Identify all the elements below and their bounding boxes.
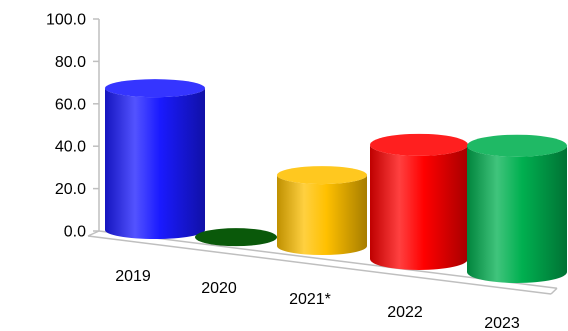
x-axis-ticks: 2019 2020 2021* 2022 2023 [115, 268, 520, 331]
bar-top [195, 228, 277, 247]
y-tick-label: 60.0 [55, 96, 86, 113]
bar-body [370, 144, 468, 270]
y-axis-ticks: 0.0 20.0 40.0 60.0 80.0 100.0 [46, 12, 99, 241]
x-tick-label: 2023 [484, 315, 520, 331]
bar-2019 [105, 79, 205, 239]
floor-right-edge [550, 287, 558, 295]
bar-top [370, 133, 468, 156]
bar-body [467, 145, 567, 283]
y-tick-label: 0.0 [64, 224, 86, 241]
bar-body [105, 88, 205, 239]
y-tick-label: 80.0 [55, 54, 86, 71]
x-tick-label: 2020 [201, 280, 237, 297]
x-tick-label: 2019 [115, 268, 151, 285]
floor-front-edge [87, 235, 552, 295]
x-tick-label: 2022 [387, 304, 423, 321]
bar-2022 [370, 133, 468, 270]
bar-top [277, 166, 367, 185]
y-tick-label: 20.0 [55, 181, 86, 198]
x-tick-label: 2021* [289, 291, 331, 308]
y-tick-label: 100.0 [46, 12, 86, 29]
bar-body [277, 175, 367, 255]
bar-2021 [277, 166, 367, 255]
bar-series [105, 79, 567, 283]
bar-2020 [195, 228, 277, 247]
bar-2023 [467, 134, 567, 283]
y-tick-label: 40.0 [55, 139, 86, 156]
bar-top [467, 134, 567, 157]
floor-left-edge [87, 230, 100, 237]
bar-top [105, 79, 205, 98]
